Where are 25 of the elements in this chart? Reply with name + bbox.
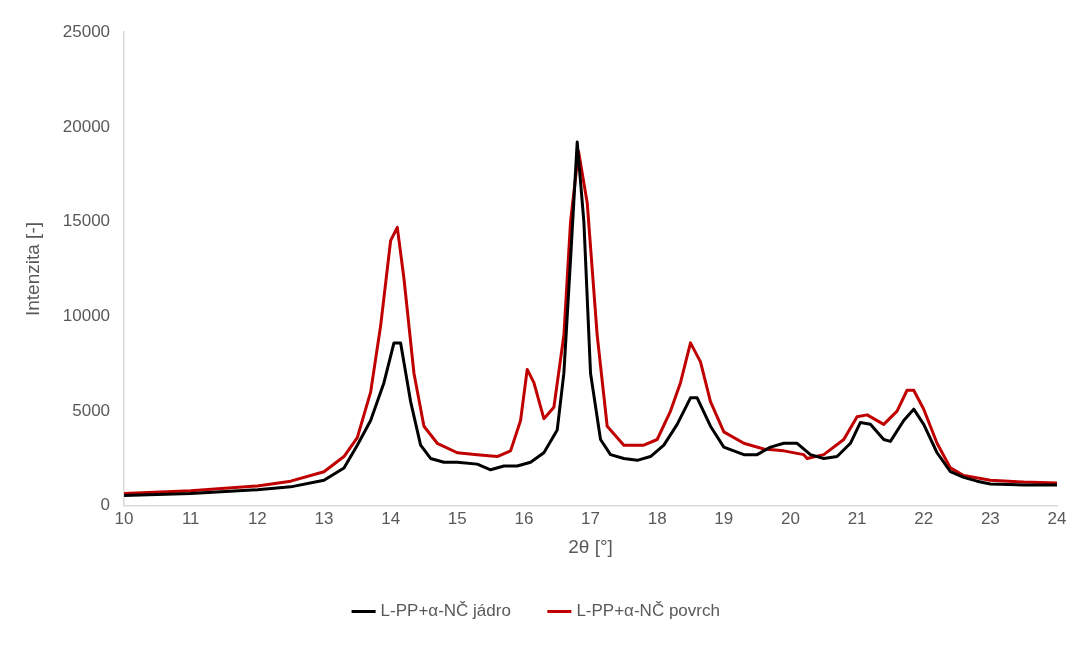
x-tick-label: 17 [581, 508, 600, 528]
x-tick-label: 21 [847, 508, 867, 528]
x-tick-label: 20 [780, 508, 800, 528]
x-axis-title: 2θ [°] [568, 535, 613, 557]
y-axis-title: Intenzita [-] [21, 222, 43, 316]
x-tick-label: 16 [514, 508, 534, 528]
y-tick-label: 10000 [62, 306, 111, 326]
x-tick-label: 22 [914, 508, 934, 528]
y-tick-label: 5000 [72, 400, 111, 420]
x-tick-label: 12 [247, 508, 267, 528]
x-tick-label: 23 [980, 508, 1000, 528]
y-tick-label: 0 [100, 495, 111, 515]
x-tick-label: 13 [314, 508, 334, 528]
x-tick-label: 15 [447, 508, 467, 528]
legend-label: L-PP+α-NČ jádro [380, 601, 511, 621]
x-tick-label: 10 [114, 508, 134, 528]
y-tick-label: 25000 [62, 21, 111, 41]
legend-label: L-PP+α-NČ povrch [576, 601, 720, 621]
x-tick-label: 24 [1047, 508, 1067, 528]
x-tick-label: 19 [714, 508, 734, 528]
x-tick-label: 11 [181, 508, 200, 528]
y-tick-label: 15000 [62, 211, 111, 231]
x-tick-label: 14 [381, 508, 401, 528]
y-tick-label: 20000 [62, 116, 111, 136]
x-tick-label: 18 [647, 508, 667, 528]
